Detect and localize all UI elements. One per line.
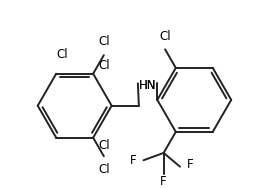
Text: Cl: Cl: [98, 35, 110, 48]
Text: F: F: [130, 154, 137, 167]
Text: Cl: Cl: [98, 139, 110, 152]
Text: Cl: Cl: [159, 29, 171, 43]
Text: Cl: Cl: [98, 59, 110, 72]
Text: Cl: Cl: [98, 163, 110, 176]
Text: HN: HN: [139, 79, 156, 92]
Text: Cl: Cl: [56, 48, 68, 61]
Text: HN: HN: [139, 79, 156, 92]
Text: F: F: [160, 175, 167, 188]
Text: F: F: [187, 158, 194, 171]
